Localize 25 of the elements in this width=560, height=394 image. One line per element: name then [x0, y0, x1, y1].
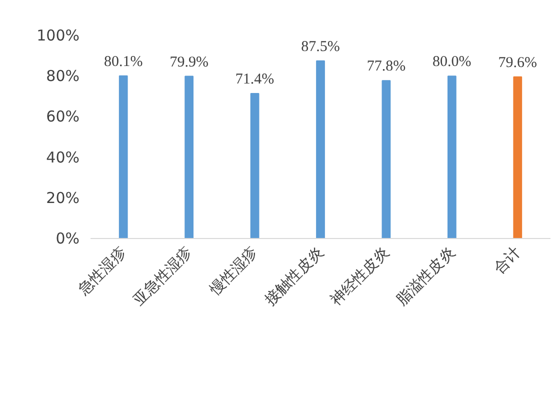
bar [447, 76, 456, 238]
x-tick-label: 合计 [490, 243, 524, 278]
bar [513, 76, 522, 238]
bar [118, 75, 128, 238]
x-tick-label: 慢性湿疹 [205, 243, 262, 299]
y-tick-label: 100% [36, 26, 80, 44]
bar [184, 76, 194, 238]
x-tick-label: 接触性皮炎 [261, 243, 327, 309]
x-tick-label: 亚急性湿疹 [130, 243, 196, 309]
y-tick-label: 40% [46, 148, 80, 166]
y-tick-label: 80% [46, 67, 80, 86]
data-label: 87.5% [301, 38, 340, 55]
data-label: 79.6% [498, 54, 538, 71]
data-label: 71.4% [235, 72, 274, 88]
data-label: 80.0% [432, 54, 472, 70]
x-tick-label: 脂溢性皮炎 [392, 243, 458, 309]
x-tick-label: 神经性皮炎 [326, 243, 393, 309]
data-label: 79.9% [170, 54, 208, 70]
y-tick-label: 20% [46, 188, 80, 207]
bar [382, 80, 391, 238]
bar [250, 93, 260, 238]
y-tick-label: 60% [46, 108, 80, 126]
bar [316, 60, 325, 238]
data-label: 77.8% [366, 58, 406, 75]
data-label: 80.1% [104, 54, 143, 70]
